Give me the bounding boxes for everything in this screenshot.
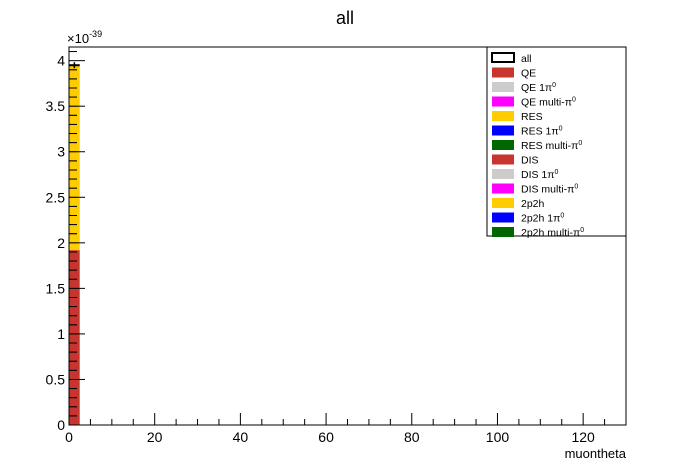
x-tick-label: 0 [65, 429, 73, 445]
legend-swatch [492, 212, 514, 223]
y-tick-label: 2 [57, 235, 65, 251]
y-axis: 0 0.5 1 1.5 2 2.5 3 3.5 4 [46, 51, 85, 433]
x-tick-label: 60 [318, 429, 334, 445]
y-tick-label: 4 [57, 53, 65, 69]
x-axis-label: muontheta [565, 446, 627, 461]
x-tick-label: 100 [486, 429, 510, 445]
y-tick-label: 0.5 [46, 371, 66, 387]
legend-swatch [492, 169, 514, 179]
y-tick-label: 1 [57, 326, 65, 342]
legend-swatch [492, 111, 514, 121]
legend-swatch [492, 198, 514, 208]
x-tick-label: 20 [147, 429, 163, 445]
y-tick-label: 0 [57, 417, 65, 433]
y-exponent-power: -39 [89, 29, 102, 39]
legend-swatch [492, 67, 514, 78]
legend-entry: QE 1π0 [521, 82, 556, 94]
bar-segment-dis [69, 250, 80, 425]
y-axis-exponent-label: ×10-39 [67, 29, 102, 46]
legend-entry: RES [521, 111, 543, 123]
legend-swatch [492, 183, 514, 194]
x-tick-label: 80 [404, 429, 420, 445]
legend-entry: QE multi-π0 [521, 97, 576, 109]
legend-entry: RES multi-π0 [521, 140, 582, 152]
legend-swatch [492, 82, 514, 92]
legend-entry: DIS multi-π0 [521, 184, 578, 196]
legend-swatch-all [491, 52, 515, 63]
legend-swatch [492, 96, 514, 107]
x-tick-label: 120 [571, 429, 595, 445]
legend-entry: all [521, 53, 532, 65]
legend-swatch [492, 125, 514, 136]
legend-entry: 2p2h [521, 198, 545, 210]
legend-entry: RES 1π0 [521, 126, 563, 138]
legend-entry: 2p2h multi-π0 [521, 227, 584, 239]
legend: all QE QE 1π0 QE multi-π0 RES RES 1π0 RES mult… [486, 46, 627, 239]
y-tick-label: 2.5 [46, 189, 66, 205]
x-tick-label: 40 [233, 429, 249, 445]
y-exponent-base: ×10 [67, 31, 89, 46]
y-tick-label: 3.5 [46, 98, 66, 114]
y-tick-label: 3 [57, 144, 65, 160]
legend-entry: QE [521, 68, 536, 80]
legend-swatch [492, 227, 514, 237]
x-axis: 0 20 40 60 80 100 120 [65, 413, 627, 445]
legend-swatch [492, 140, 514, 150]
chart-title: all [336, 8, 354, 28]
legend-entry: 2p2h 1π0 [521, 213, 564, 225]
y-tick-label: 1.5 [46, 280, 66, 296]
bar-segment-2p2h [69, 65, 80, 251]
legend-entry: DIS 1π0 [521, 169, 559, 181]
legend-entry: DIS [521, 155, 539, 167]
legend-swatch [492, 154, 514, 165]
